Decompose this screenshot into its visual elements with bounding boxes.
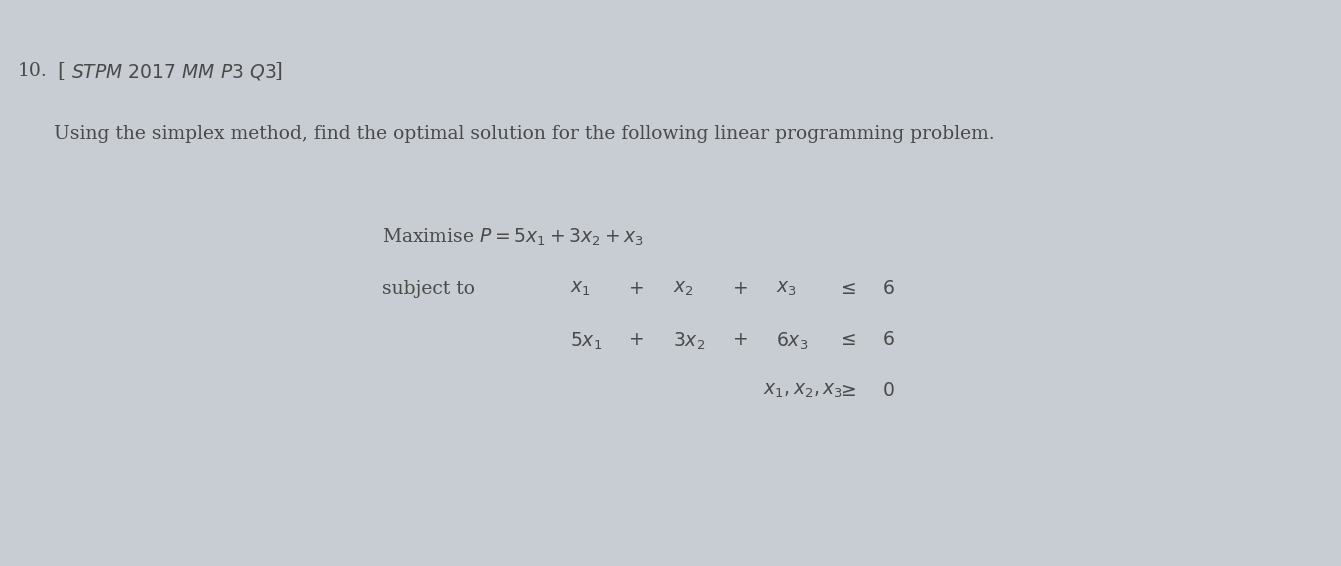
Text: ]: ] <box>275 62 283 82</box>
Text: $0$: $0$ <box>882 382 894 400</box>
Text: $6$: $6$ <box>882 331 896 349</box>
Text: $\geq$: $\geq$ <box>837 382 856 400</box>
Text: $+$: $+$ <box>628 331 644 349</box>
Text: $5x_1$: $5x_1$ <box>570 331 602 353</box>
Text: $3x_2$: $3x_2$ <box>673 331 705 353</box>
Text: $6x_3$: $6x_3$ <box>776 331 809 353</box>
Text: $+$: $+$ <box>628 280 644 298</box>
Text: $\leq$: $\leq$ <box>837 331 856 349</box>
Text: 10.: 10. <box>17 62 47 80</box>
Text: $x_2$: $x_2$ <box>673 280 693 298</box>
Text: Maximise $P = 5x_1 + 3x_2 + x_3$: Maximise $P = 5x_1 + 3x_2 + x_3$ <box>382 226 644 248</box>
Text: $6$: $6$ <box>882 280 896 298</box>
Text: $x_1, x_2, x_3$: $x_1, x_2, x_3$ <box>763 382 843 400</box>
Text: $x_3$: $x_3$ <box>776 280 798 298</box>
Text: $\mathit{STPM\ 2017\ MM\ P3\ Q3}$: $\mathit{STPM\ 2017\ MM\ P3\ Q3}$ <box>71 62 276 82</box>
Text: subject to: subject to <box>382 280 475 298</box>
Text: $+$: $+$ <box>732 280 748 298</box>
Text: $\leq$: $\leq$ <box>837 280 856 298</box>
Text: $+$: $+$ <box>732 331 748 349</box>
Text: $x_1$: $x_1$ <box>570 280 590 298</box>
Text: [: [ <box>58 62 66 82</box>
Text: Using the simplex method, find the optimal solution for the following linear pro: Using the simplex method, find the optim… <box>54 125 994 143</box>
